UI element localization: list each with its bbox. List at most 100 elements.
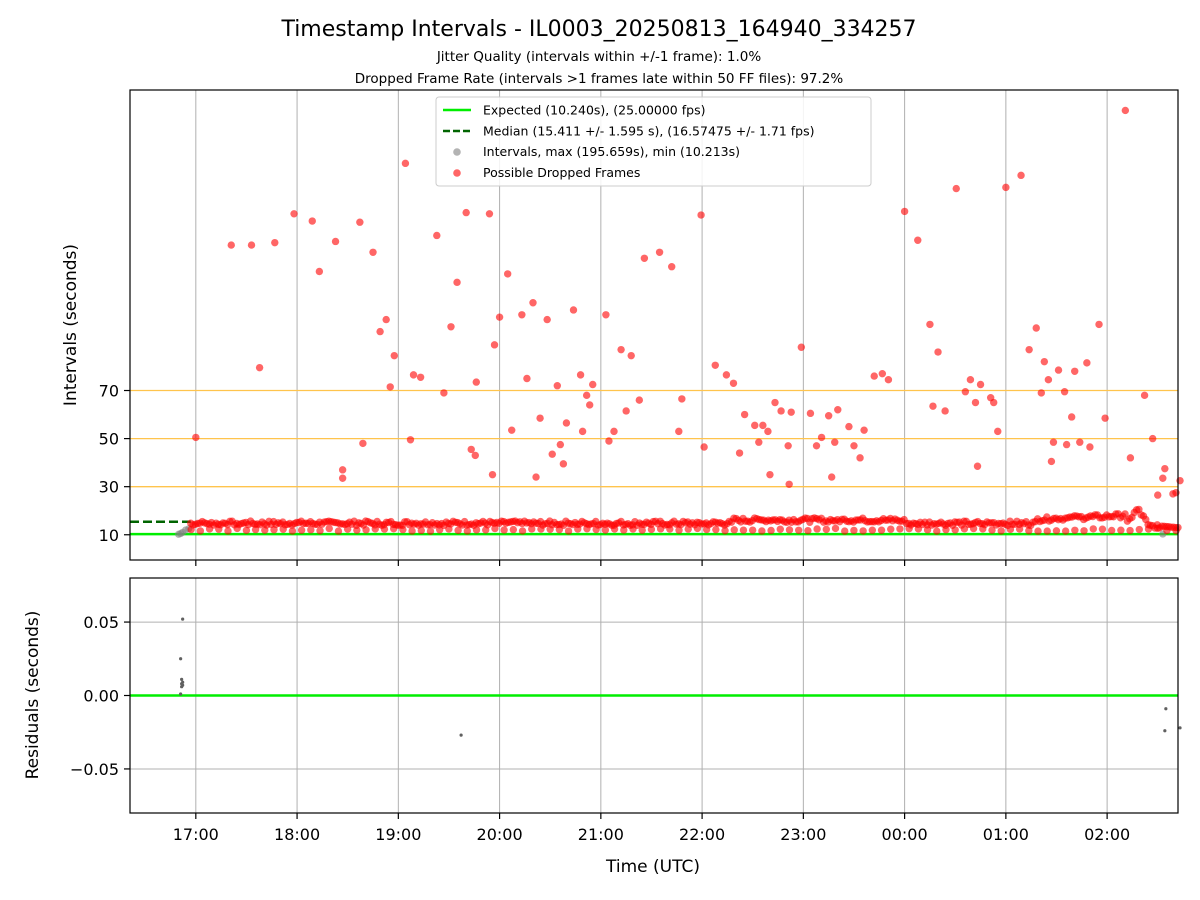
dropped-frame-point [767,526,775,535]
chart-title: Timestamp Intervals - IL0003_20250813_16… [280,17,916,42]
time-x-ticks: 17:00 18:00 19:00 20:00 21:00 22:00 23:00 00:00… [173,813,1130,844]
dropped-frame-point [748,526,757,534]
dropped-frame-point [638,526,646,534]
dropped-frame-point [941,407,949,415]
dropped-frame-point [529,299,537,307]
dropped-frame-point [359,439,367,448]
legend-expected-label: Expected (10.240s), (25.00000 fps) [483,103,705,118]
residual-point [459,733,463,737]
dropped-frame-point [440,389,448,397]
dropped-frame-point [334,527,343,535]
dropped-frame-point [952,184,960,193]
dropped-frame-point [887,525,895,533]
dropped-frame-point [518,311,526,319]
dropped-frame-point [362,526,370,534]
dropped-frame-point [870,372,878,380]
dropped-frame-point [1037,389,1046,397]
dropped-frame-point [850,442,858,450]
dropped-frame-point [196,527,205,535]
dropped-frame-point [712,525,720,534]
dropped-frame-point [532,473,540,481]
dropped-frame-point [601,526,610,534]
dropped-frame-point [490,341,499,349]
dropped-frame-point [356,218,364,226]
dropped-frame-point [315,267,324,276]
residual-point [1164,707,1168,711]
dropped-frame-point [856,454,864,462]
residual-point [181,617,185,621]
intervals-y-tick-label: 50 [99,430,119,449]
dropped-frame-point [390,351,398,360]
legend-intervals-label: Intervals, max (195.659s), min (10.213s) [483,144,740,159]
dropped-frame-point [739,526,748,534]
dropped-frame-point [868,526,877,534]
dropped-frame-point [813,525,821,533]
dropped-frame-point [1121,510,1129,518]
dropped-frame-point [834,406,842,414]
dropped-frame-point [472,526,481,534]
dropped-frame-point [610,427,618,436]
dropped-frame-point [453,278,461,287]
dropped-frame-point [751,421,759,430]
dropped-frame-point [589,380,597,389]
dropped-frame-point [331,237,340,246]
dropped-frame-point [785,480,793,488]
dropped-frame-point [417,526,425,535]
dropped-frame-point [1040,357,1049,366]
dropped-frame-point [605,437,613,445]
dropped-frame-point [1101,414,1109,422]
dropped-frame-point [923,526,932,534]
residuals-panel: −0.05 0.00 0.05 17:00 18:00 19:00 20:00 21:00 2… [23,577,1182,877]
dropped-frame-point [668,263,676,271]
dropped-frame-point [386,383,394,391]
intervals-x-ticks [195,560,1108,566]
dropped-frame-point [316,527,324,535]
dropped-frame-point [711,361,719,369]
residuals-y-tick-label: 0.00 [83,687,119,706]
dropped-frame-point [722,371,731,379]
dropped-frame-point [900,207,909,216]
dropped-frame-point [1126,454,1135,462]
dropped-frame-point [582,391,591,400]
legend-dropped-label: Possible Dropped Frames [483,165,640,180]
dropped-frame-point [500,526,508,534]
dropped-frame-point [1054,366,1063,374]
dropped-frame-point [338,466,347,474]
dropped-frame-point [794,526,803,534]
intervals-y-tick-label: 70 [99,382,119,401]
chart-subtitle-jitter: Jitter Quality (intervals within +/-1 fr… [436,49,762,65]
dropped-frame-point [1044,375,1053,384]
dropped-frame-point [576,371,585,379]
dropped-frame-point [845,422,853,431]
dropped-frame-point [1161,464,1169,473]
dropped-frame-point [408,527,416,535]
dropped-frame-point [290,210,298,218]
dropped-frame-point [1083,359,1091,367]
residual-point [1178,726,1182,730]
dropped-frame-point [824,412,833,420]
dropped-frame-point [376,327,384,336]
dropped-frame-point [586,401,594,409]
dropped-frame-point [971,398,980,407]
dropped-frame-point [729,379,738,387]
residuals-grid [130,578,1178,813]
dropped-frame-point [896,525,904,533]
dropped-frame-point [548,450,556,458]
dropped-frame-point [224,527,232,535]
dropped-frame-point [406,436,415,444]
time-x-tick-label: 18:00 [274,825,320,844]
dropped-frame-point [518,527,527,535]
dropped-frame-point [1159,474,1167,482]
residuals-y-ticks: −0.05 0.00 0.05 [70,613,130,779]
dropped-frame-point [1071,526,1079,534]
dropped-frame-point [700,443,708,451]
dropped-frame-point [1117,526,1125,534]
dropped-frame-point [822,525,831,534]
dropped-frame-point [1060,388,1069,396]
time-x-tick-label: 19:00 [375,825,421,844]
dropped-frame-point [771,398,779,407]
dropped-frame-point [509,525,518,534]
dropped-frame-point [192,433,200,442]
dropped-frame-point [308,217,316,225]
dropped-frame-point [1071,367,1079,375]
